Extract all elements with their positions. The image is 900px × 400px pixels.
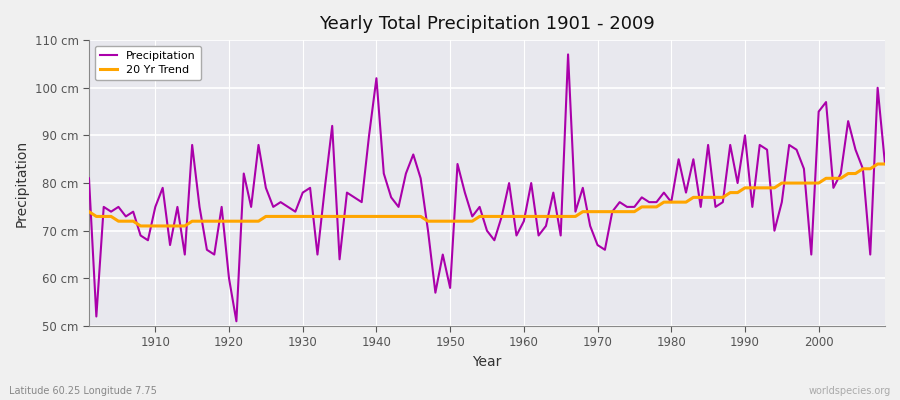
Precipitation — [622, 204, 633, 209]
X-axis label: Year: Year — [472, 355, 501, 369]
Precipitation — [84, 176, 94, 181]
20 Yr Trend — [615, 209, 626, 214]
Precipitation — [231, 319, 242, 324]
20 Yr Trend — [135, 224, 146, 228]
Precipitation — [879, 162, 890, 166]
20 Yr Trend — [150, 224, 161, 228]
Legend: Precipitation, 20 Yr Trend: Precipitation, 20 Yr Trend — [94, 46, 201, 80]
Text: worldspecies.org: worldspecies.org — [809, 386, 891, 396]
Title: Yearly Total Precipitation 1901 - 2009: Yearly Total Precipitation 1901 - 2009 — [320, 15, 655, 33]
20 Yr Trend — [518, 214, 529, 219]
Line: 20 Yr Trend: 20 Yr Trend — [89, 164, 885, 226]
Precipitation — [518, 219, 529, 224]
20 Yr Trend — [872, 162, 883, 166]
Text: Latitude 60.25 Longitude 7.75: Latitude 60.25 Longitude 7.75 — [9, 386, 157, 396]
Line: Precipitation: Precipitation — [89, 54, 885, 321]
20 Yr Trend — [312, 214, 323, 219]
Precipitation — [312, 252, 323, 257]
20 Yr Trend — [526, 214, 536, 219]
Precipitation — [356, 200, 367, 204]
Precipitation — [142, 238, 153, 243]
Y-axis label: Precipitation: Precipitation — [15, 140, 29, 227]
Precipitation — [562, 52, 573, 57]
20 Yr Trend — [356, 214, 367, 219]
20 Yr Trend — [879, 162, 890, 166]
20 Yr Trend — [84, 209, 94, 214]
Precipitation — [526, 181, 536, 186]
